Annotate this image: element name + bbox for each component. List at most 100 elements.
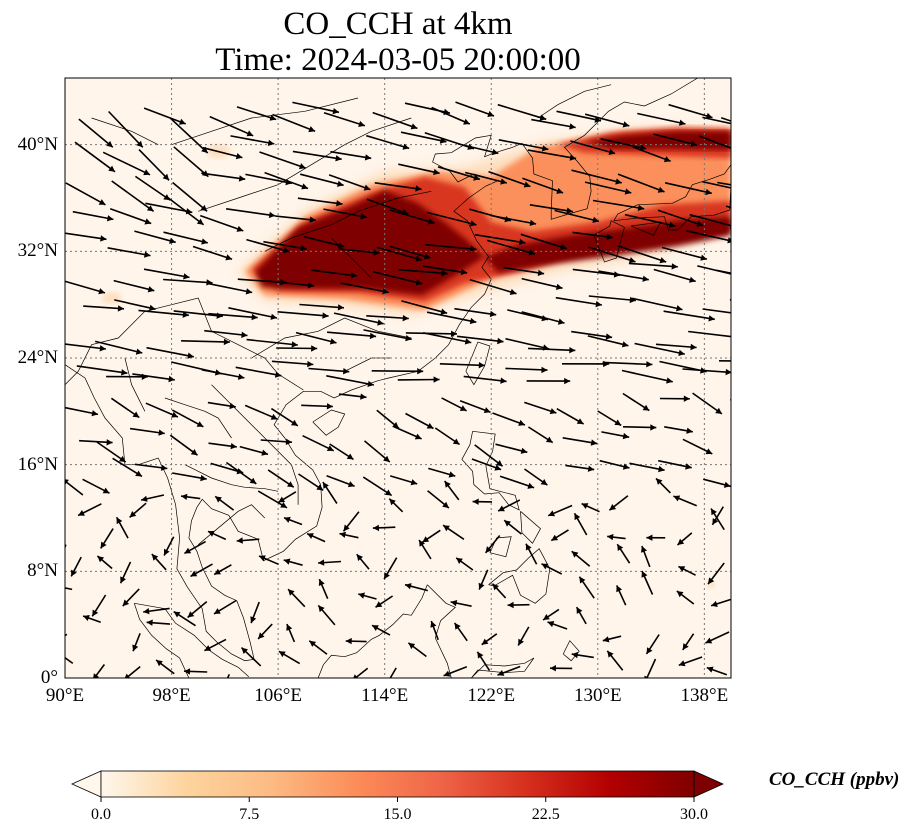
wind-arrow [498,139,549,152]
wind-arrow [268,280,315,289]
wind-arrow [72,210,114,222]
wind-arrow [405,330,458,337]
wind-arrow [204,638,227,652]
colorbar-extend-max [693,770,724,798]
wind-arrow [600,138,647,151]
wind-arrow [82,615,101,624]
wind-arrow [308,367,350,375]
wind-arrow [246,238,290,254]
colorbar-extend-min [71,770,102,798]
wind-arrow [339,531,359,539]
wind-arrow [119,561,132,584]
wind-arrow [230,135,275,146]
wind-arrow [641,570,654,595]
wind-arrow [664,182,712,196]
wind-arrow [716,269,731,275]
wind-arrow [644,658,657,678]
wind-arrow [323,111,366,127]
wind-arrow [260,438,293,445]
wind-arrow [65,406,99,417]
wind-arrow [225,208,276,219]
wind-arrow [418,539,432,560]
wind-arrow [275,215,316,223]
wind-arrow [240,647,262,667]
wind-arrow [520,233,568,250]
wind-arrow [96,441,127,463]
wind-arrow [114,299,156,311]
wind-arrow [371,624,391,636]
wind-arrow [111,180,155,212]
wind-arrow [363,329,412,342]
wind-arrow [244,404,278,420]
wind-arrow [736,458,760,476]
wind-arrow [250,601,260,624]
wind-arrow [108,110,144,148]
wind-arrow [682,368,731,376]
wind-arrow [326,375,375,387]
wind-arrow [622,424,657,431]
wind-arrow [206,282,253,295]
wind-arrow [556,110,602,123]
wind-arrow [499,475,535,489]
wind-arrow [93,664,106,678]
wind-arrow [541,563,563,575]
coastline-30 [124,357,146,412]
wind-vectors [65,101,760,678]
wind-arrow [588,246,636,264]
wind-arrow [490,214,537,226]
wind-arrow [657,209,704,227]
wind-arrow [653,268,696,283]
wind-arrow [300,173,344,187]
wind-arrow [718,360,731,362]
wind-arrow [634,342,685,356]
wind-arrow [65,656,74,665]
wind-arrow [366,134,410,150]
wind-arrow [95,340,143,355]
wind-arrow [474,233,526,246]
wind-arrow [134,230,176,244]
wind-arrow [628,262,678,270]
wind-arrow [401,300,448,315]
wind-arrow [592,199,645,211]
wind-arrow [702,308,731,314]
wind-arrow [82,478,110,494]
coastline-13 [471,657,535,678]
wind-arrow [455,101,495,117]
colorbar-tick-label: 30.0 [680,806,708,823]
wind-arrow [484,534,501,554]
wind-arrow [565,464,595,472]
wind-arrow [171,409,204,428]
wind-arrow [155,659,175,675]
wind-arrow [437,166,481,181]
wind-arrow [77,503,102,517]
wind-arrow [270,407,299,427]
wind-arrow [167,196,205,226]
wind-arrow [398,268,448,277]
wind-arrow [664,426,693,434]
wind-arrow [491,583,507,599]
wind-arrow [430,620,439,641]
coastline-25 [198,117,412,212]
wind-arrow [173,610,196,627]
wind-arrow [208,312,258,321]
gridlines [65,78,731,678]
wind-arrow [547,504,573,517]
plume-layer-4 [255,190,485,296]
wind-arrow [236,106,277,121]
wind-arrow [132,373,175,383]
wind-arrow [676,590,695,605]
wind-arrow [366,315,409,322]
coastline-10 [488,548,551,604]
wind-arrow [602,361,653,368]
colorbar [71,770,724,802]
wind-arrow [389,475,418,486]
wind-arrow [374,182,422,192]
lat-tick-label: 32°N [17,240,58,262]
wind-arrow [292,150,342,162]
wind-arrow [76,365,128,376]
wind-arrow [145,402,179,418]
wind-arrow [134,463,168,471]
wind-arrow [428,467,456,478]
wind-arrow [329,443,354,461]
wind-arrow [497,103,547,121]
